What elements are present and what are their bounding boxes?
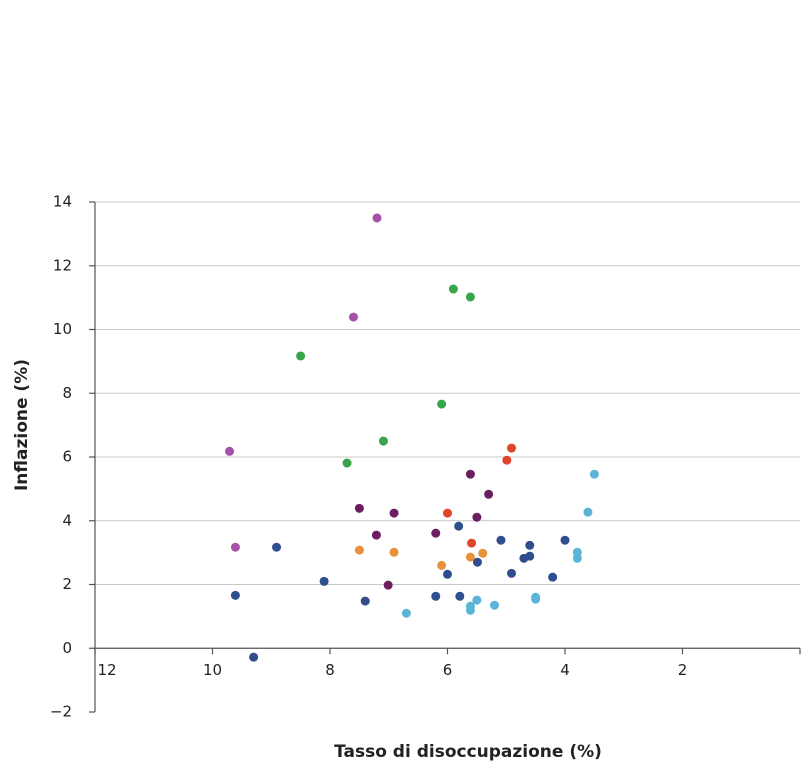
point xyxy=(465,292,475,302)
y-axis-label: Inflazione (%) xyxy=(12,359,32,491)
point xyxy=(472,512,482,522)
y-tick-label: 4 xyxy=(62,511,72,529)
x-tick-label: 4 xyxy=(560,661,570,679)
point xyxy=(448,284,458,294)
point xyxy=(354,503,364,513)
point xyxy=(437,560,447,570)
point xyxy=(272,542,282,552)
point xyxy=(389,508,399,518)
point xyxy=(572,553,582,563)
x-tick-label: 10 xyxy=(203,661,222,679)
y-tick-label: 2 xyxy=(62,575,72,593)
point xyxy=(249,652,259,662)
y-tick-label: 14 xyxy=(53,193,72,211)
point xyxy=(589,469,599,479)
point xyxy=(467,538,477,548)
y-tick-label: −2 xyxy=(50,703,72,721)
point xyxy=(371,530,381,540)
point xyxy=(502,455,512,465)
point xyxy=(507,443,517,453)
point xyxy=(548,572,558,582)
point xyxy=(507,568,517,578)
point xyxy=(230,590,240,600)
point xyxy=(490,600,499,610)
point xyxy=(478,548,488,558)
point xyxy=(525,551,535,561)
point xyxy=(401,608,411,618)
point xyxy=(560,535,570,545)
point xyxy=(225,446,235,456)
point xyxy=(431,528,441,538)
point xyxy=(230,542,240,552)
point xyxy=(484,489,494,499)
point xyxy=(372,213,382,223)
y-tick-label: 12 xyxy=(53,256,72,274)
point xyxy=(349,312,358,322)
point xyxy=(583,507,593,517)
point xyxy=(525,540,535,550)
y-tick-label: 6 xyxy=(62,448,72,466)
point xyxy=(443,508,452,518)
point xyxy=(319,576,329,586)
y-tick-label: 10 xyxy=(53,320,72,338)
point xyxy=(354,545,364,555)
point xyxy=(431,591,441,601)
point xyxy=(437,399,447,409)
y-tick-label: 0 xyxy=(62,639,72,657)
point xyxy=(342,458,352,468)
point xyxy=(465,469,475,479)
point xyxy=(465,605,475,615)
point xyxy=(454,521,464,531)
point xyxy=(465,552,475,562)
point xyxy=(296,351,306,361)
x-tick-label: 6 xyxy=(443,661,453,679)
y-tick-label: 8 xyxy=(62,384,72,402)
point xyxy=(472,595,482,605)
point xyxy=(531,594,541,604)
point xyxy=(378,436,388,446)
point xyxy=(443,569,452,579)
x-tick-label: 2 xyxy=(678,661,688,679)
point xyxy=(455,591,465,601)
point xyxy=(383,580,393,590)
point xyxy=(472,557,482,567)
point xyxy=(389,547,399,557)
point xyxy=(496,535,506,545)
x-tick-label: 12 xyxy=(97,661,116,679)
x-tick-label: 8 xyxy=(325,661,335,679)
x-axis-label: Tasso di disoccupazione (%) xyxy=(334,742,602,762)
point xyxy=(360,596,370,606)
